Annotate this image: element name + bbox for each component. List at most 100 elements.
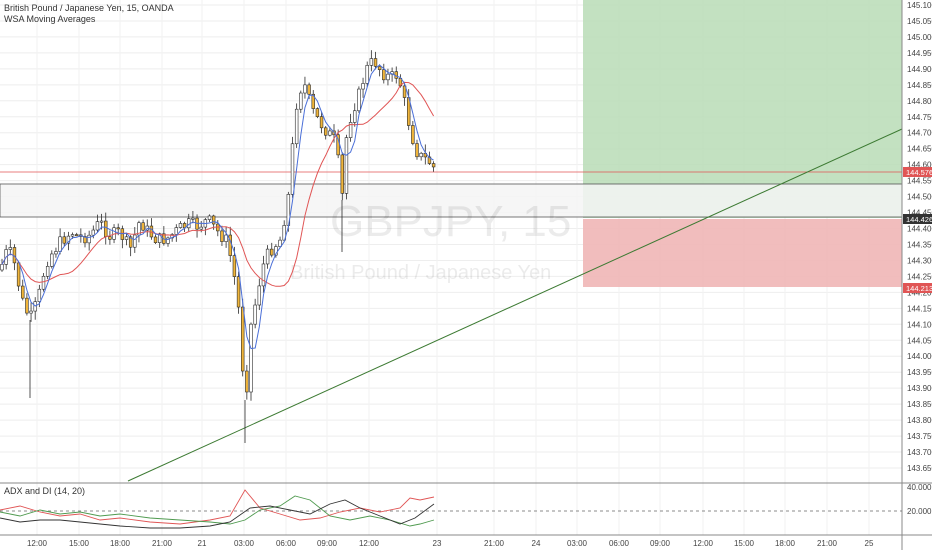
candle[interactable] (174, 227, 178, 235)
candle[interactable] (236, 276, 241, 308)
price-tick-label: 144.950 (907, 49, 932, 58)
candle[interactable] (361, 83, 365, 90)
candle[interactable] (0, 264, 4, 271)
time-tick-label: 09:00 (317, 539, 338, 548)
candle[interactable] (128, 236, 133, 248)
time-tick-label: 24 (532, 539, 541, 548)
candle[interactable] (369, 58, 374, 66)
candle[interactable] (307, 84, 311, 95)
candle[interactable] (340, 154, 344, 194)
candle[interactable] (249, 323, 253, 393)
price-tick-label: 144.000 (907, 352, 932, 361)
candle[interactable] (70, 234, 75, 237)
candle[interactable] (265, 248, 270, 265)
candle[interactable] (245, 370, 249, 393)
candle[interactable] (353, 110, 357, 123)
candle[interactable] (290, 143, 295, 195)
candle[interactable] (323, 127, 328, 136)
candle[interactable] (220, 230, 224, 242)
candle[interactable] (87, 234, 91, 244)
candle[interactable] (294, 108, 299, 145)
candle[interactable] (303, 84, 307, 94)
candle[interactable] (241, 306, 245, 372)
candle[interactable] (311, 93, 315, 109)
candle[interactable] (166, 237, 170, 244)
trendline[interactable] (127, 128, 903, 482)
candle[interactable] (50, 253, 54, 267)
price-tick-label: 144.350 (907, 240, 932, 249)
candle[interactable] (319, 116, 324, 129)
candle[interactable] (348, 122, 353, 138)
candle[interactable] (99, 220, 104, 223)
candle[interactable] (373, 58, 378, 67)
candle[interactable] (207, 215, 212, 220)
candle[interactable] (199, 226, 203, 230)
candle[interactable] (158, 233, 162, 243)
price-tick-label: 143.700 (907, 448, 932, 457)
candle[interactable] (153, 236, 158, 243)
candle[interactable] (382, 69, 386, 81)
candle[interactable] (41, 275, 46, 290)
candle[interactable] (299, 92, 303, 110)
candle[interactable] (365, 65, 369, 84)
candle[interactable] (224, 234, 228, 242)
candle[interactable] (357, 88, 361, 112)
time-tick-label: 23 (433, 539, 442, 548)
candle[interactable] (16, 262, 21, 287)
candle[interactable] (419, 152, 423, 158)
candle[interactable] (415, 143, 419, 158)
level-tag-bg (903, 214, 932, 224)
price-tick-label: 143.950 (907, 368, 932, 377)
candle[interactable] (124, 236, 129, 240)
candle[interactable] (386, 73, 390, 81)
candle[interactable] (431, 163, 436, 168)
candle[interactable] (178, 223, 183, 228)
candle[interactable] (116, 227, 120, 230)
time-tick-label: 21:00 (152, 539, 173, 548)
candle[interactable] (75, 234, 79, 237)
candle[interactable] (315, 108, 320, 117)
candle[interactable] (8, 247, 12, 250)
price-tick-label: 145.050 (907, 17, 932, 26)
candle[interactable] (253, 304, 257, 325)
candle[interactable] (141, 222, 145, 231)
candle[interactable] (278, 239, 282, 247)
stop-zone[interactable] (583, 219, 902, 287)
candle[interactable] (91, 229, 96, 236)
candle[interactable] (232, 255, 237, 277)
adx-line (0, 499, 435, 529)
candle[interactable] (21, 285, 25, 299)
candle[interactable] (377, 66, 382, 70)
candle[interactable] (108, 236, 112, 240)
target-zone[interactable] (583, 0, 902, 218)
candle[interactable] (95, 221, 100, 231)
candle[interactable] (257, 285, 261, 306)
candle[interactable] (270, 248, 274, 256)
candle[interactable] (66, 235, 71, 244)
time-axis[interactable]: 12:00 15:00 18:00 21:00 21 03:00 06:00 09:00 12:… (27, 539, 874, 548)
candle[interactable] (54, 251, 58, 255)
candle[interactable] (45, 266, 50, 277)
candle[interactable] (62, 236, 66, 244)
candle[interactable] (58, 236, 62, 252)
price-tick-label: 144.650 (907, 145, 932, 154)
candle[interactable] (25, 297, 29, 314)
candle[interactable] (133, 234, 137, 248)
candle[interactable] (104, 220, 108, 237)
candle[interactable] (328, 130, 332, 136)
last-price-tag-bg (903, 167, 932, 177)
candle[interactable] (191, 217, 195, 220)
candle[interactable] (37, 288, 42, 302)
candle[interactable] (411, 125, 415, 144)
time-tick-label: 03:00 (567, 539, 588, 548)
candle[interactable] (29, 310, 33, 314)
range-rectangle[interactable] (0, 183, 903, 218)
candle[interactable] (344, 137, 349, 194)
time-tick-label: 21:00 (817, 539, 838, 548)
candle[interactable] (261, 263, 266, 287)
candle[interactable] (402, 85, 407, 98)
candle[interactable] (187, 218, 191, 229)
candle[interactable] (83, 236, 87, 244)
candle[interactable] (211, 215, 216, 225)
